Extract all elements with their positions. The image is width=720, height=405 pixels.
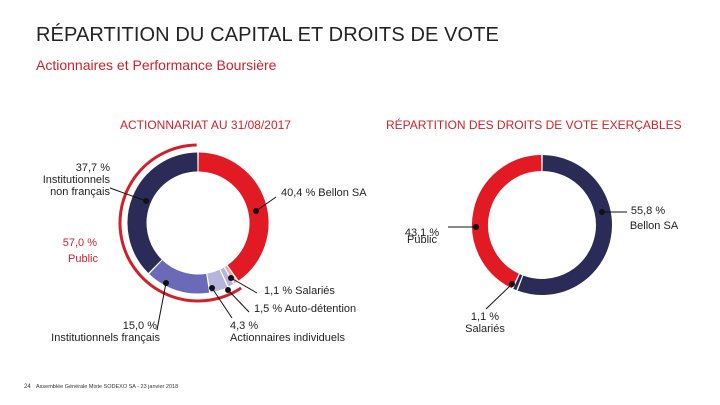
page-number: 24 [24, 384, 31, 390]
ownership-slice-6 [127, 152, 198, 273]
label-public-group-text: Public [68, 253, 98, 265]
voting-slice-2 [513, 274, 523, 291]
chart2-title: RÉPARTITION DES DROITS DE VOTE EXERÇABLE… [386, 118, 682, 132]
salaries-leader [230, 277, 258, 294]
inst-fr-leader-dot [163, 280, 169, 286]
label-inst-nonfr-text-2: non français [50, 186, 110, 198]
label-inst-fr-value: 15,0 % [123, 320, 157, 332]
inst-nonfr-leader-dot [143, 198, 149, 204]
salaries-leader-dot [228, 275, 234, 281]
label-inst-nonfr-text-1: Institutionnels [43, 174, 111, 186]
label-public-group-value: 57,0 % [63, 237, 97, 249]
ownership-slice-2 [224, 265, 238, 284]
label-individuels-value: 4,3 % [230, 320, 258, 332]
label-inst-fr-text: Institutionnels français [51, 332, 160, 344]
auto-detention-leader [227, 289, 250, 313]
ownership-slice-5 [149, 259, 210, 294]
voting-salaries-leader [485, 283, 513, 310]
bellon-leader [255, 196, 277, 212]
label-individuels-text: Actionnaires individuels [230, 332, 345, 344]
inst-fr-leader [156, 282, 167, 331]
voting-salaries-leader-dot [509, 281, 515, 287]
auto-detention-leader-dot [225, 287, 231, 293]
voting-bellon-leader-dot [599, 209, 605, 215]
inst-nonfr-leader [109, 187, 147, 202]
ownership-slice-4 [206, 269, 228, 293]
label-voting-public-value: 43,1 % [405, 227, 439, 239]
chart-voting-rights-labels: 55,8 % Bellon SA 43,1 %Public 1,1 %Salariés [405, 205, 679, 335]
label-bellon-sa: 40,4 % Bellon SA [281, 187, 367, 199]
individuels-leader-dot [209, 285, 215, 291]
voting-slice-1 [517, 155, 612, 295]
voting-slice-3 [472, 155, 542, 289]
chart-ownership [118, 143, 269, 303]
bellon-leader-dot [253, 208, 259, 214]
page-title: RÉPARTITION DU CAPITAL ET DROITS DE VOTE [36, 24, 499, 46]
label-voting-salaries-value: 1,1 % [471, 311, 499, 323]
public-group-arc [118, 143, 242, 303]
voting-public-leader-dot [473, 224, 479, 230]
label-voting-bellon-text: Bellon SA [630, 220, 679, 232]
ownership-slice-1 [198, 152, 269, 281]
chart-voting-rights [472, 155, 612, 295]
page-subtitle: Actionnaires et Performance Boursière [36, 57, 277, 73]
individuels-leader [211, 287, 233, 319]
label-voting-bellon-value: 55,8 % [631, 205, 665, 217]
label-voting-public-text: Public [407, 234, 437, 246]
label-auto-detention: 1,5 % Auto-détention [254, 303, 356, 315]
label-voting-salaries-text: Salariés [465, 323, 505, 335]
label-salaries: 1,1 % Salariés [264, 285, 335, 297]
label-inst-nonfr-value: 37,7 % [76, 162, 110, 174]
ownership-slice-3 [220, 267, 234, 287]
chart-ownership-labels: 40,4 % Bellon SA 1,1 % Salariés 1,5 % Auto… [43, 162, 368, 344]
chart1-title: ACTIONNARIAT AU 31/08/2017 [120, 118, 291, 132]
footer-text: Assemblée Générale Mixte SODEXO SA - 23 … [36, 384, 179, 390]
